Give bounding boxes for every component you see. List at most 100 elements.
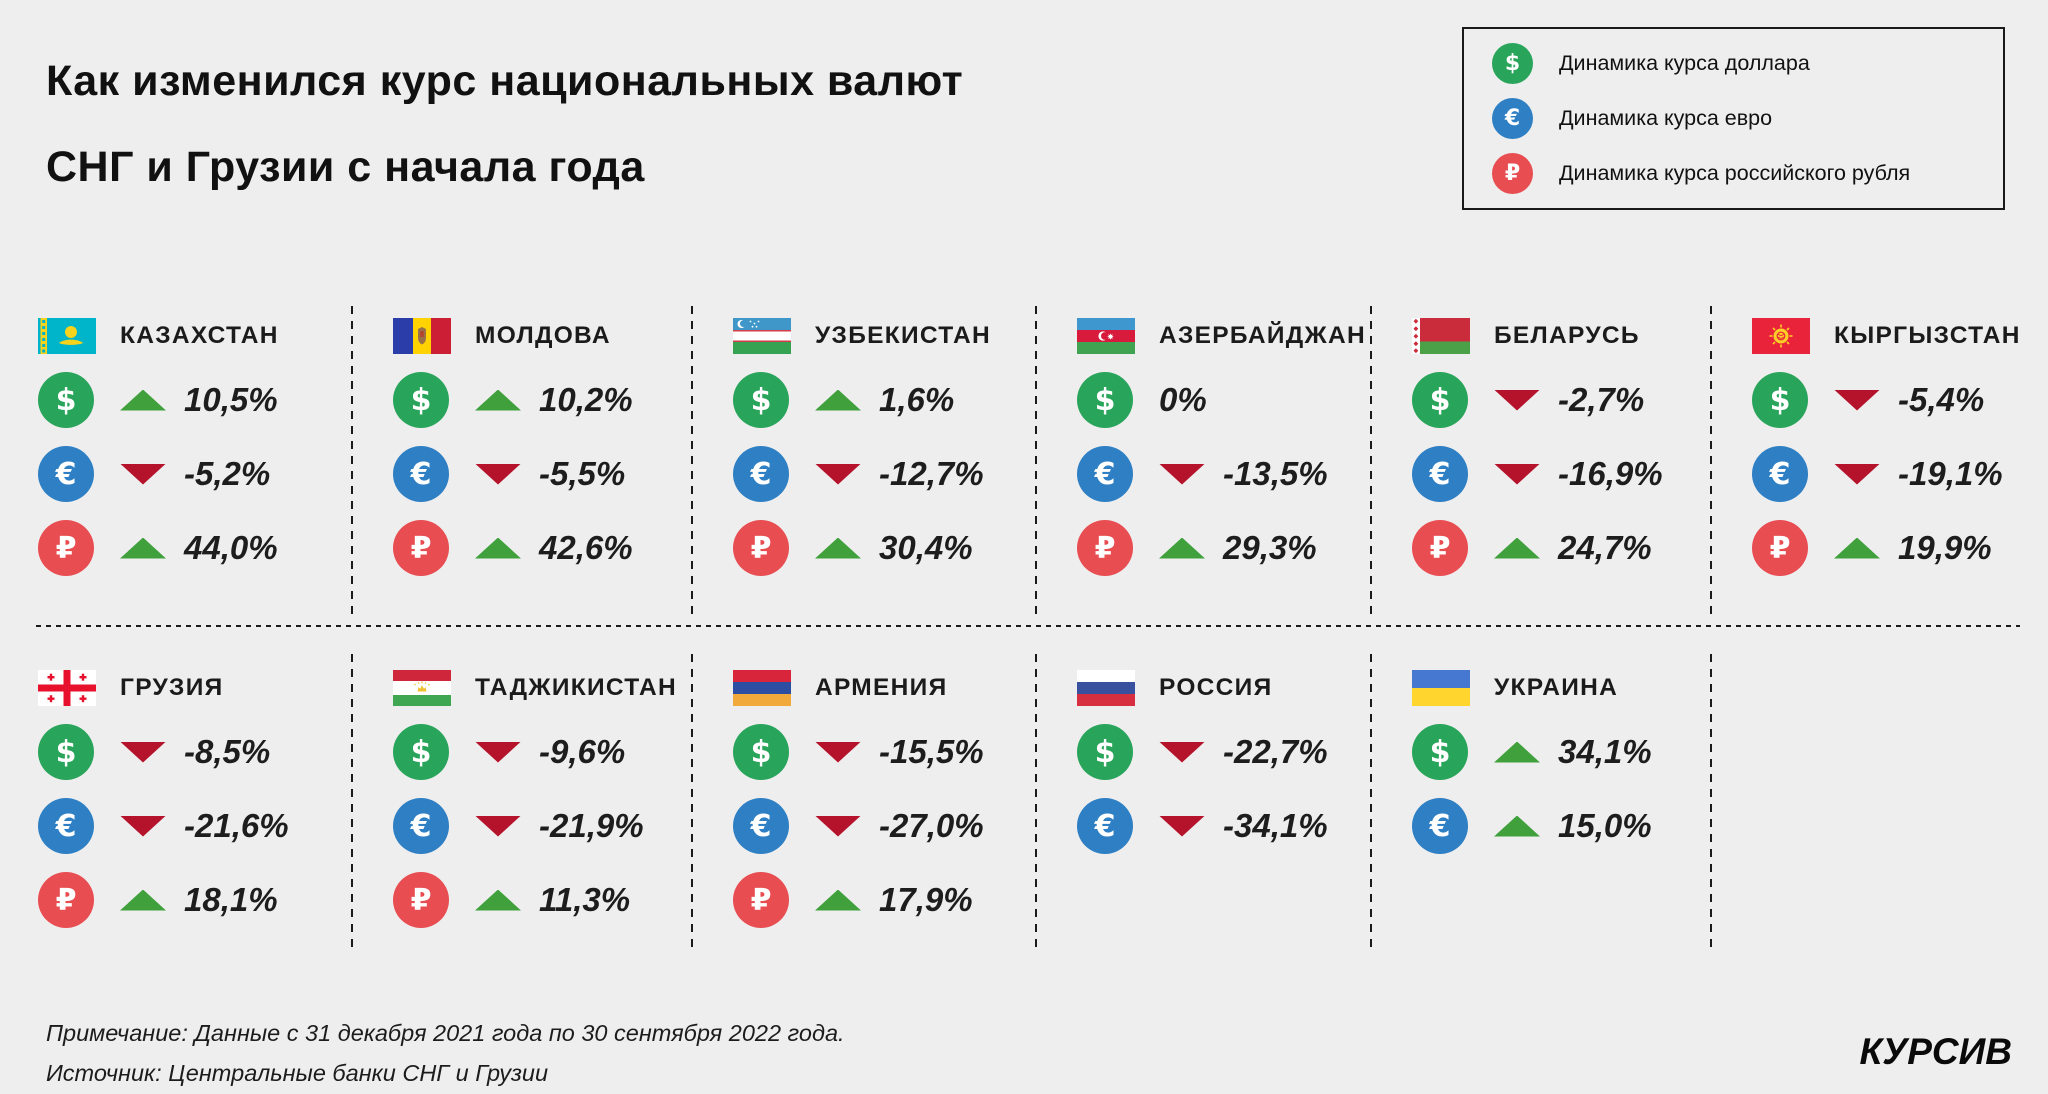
kazakhstan-flag-icon <box>38 318 96 354</box>
trend-down-icon <box>1834 389 1880 411</box>
country-name: АРМЕНИЯ <box>815 674 948 701</box>
trend-up-icon <box>475 537 521 559</box>
moldova-eur-rate-row: € -5,5% <box>393 446 693 502</box>
azerbaijan-rub-rate-row: ₽29,3% <box>1077 520 1372 576</box>
rate-value: 15,0% <box>1558 807 1652 844</box>
kursiv-logo: КУРСИВ <box>1859 1031 2012 1072</box>
trend-up-icon <box>815 537 861 559</box>
russia-flag-icon <box>1077 670 1135 706</box>
belarus-rub-rate-row: ₽24,7% <box>1412 520 1712 576</box>
rate-value: 11,3% <box>539 881 631 918</box>
rate-value: -12,7% <box>879 455 984 492</box>
trend-up-icon <box>815 889 861 911</box>
legend-box: $ Динамика курса доллара € Динамика курс… <box>1462 27 2005 210</box>
azerbaijan-flag-icon <box>1077 318 1135 354</box>
trend-down-icon <box>1494 389 1540 411</box>
uzbekistan-rub-rate-row: ₽30,4% <box>733 520 1037 576</box>
azerbaijan-eur-rate-row: € -13,5% <box>1077 446 1372 502</box>
trend-down-icon <box>475 463 521 485</box>
ukraine-usd-rate-row: $34,1% <box>1412 724 1712 780</box>
uzbekistan-flag-icon <box>733 318 791 354</box>
country-name: МОЛДОВА <box>475 322 611 349</box>
rate-value: 10,5% <box>184 381 278 418</box>
trend-up-icon <box>120 889 166 911</box>
rub-circle-icon: ₽ <box>733 872 789 928</box>
trend-up-icon <box>120 389 166 411</box>
armenia-flag-icon <box>733 670 791 706</box>
trend-down-icon <box>815 463 861 485</box>
rate-value: -2,7% <box>1558 381 1645 418</box>
rub-circle-icon: ₽ <box>393 872 449 928</box>
belarus-usd-rate-row: $ -2,7% <box>1412 372 1712 428</box>
legend-label-dollar: Динамика курса доллара <box>1559 51 1810 75</box>
usd-circle-icon: $ <box>1752 372 1808 428</box>
trend-down-icon <box>815 815 861 837</box>
legend-item-euro: € Динамика курса евро <box>1492 98 2003 139</box>
trend-down-icon <box>1159 463 1205 485</box>
kyrgyzstan-eur-rate-row: € -19,1% <box>1752 446 2048 502</box>
eur-circle-icon: € <box>1077 798 1133 854</box>
country-name: ТАДЖИКИСТАН <box>475 674 677 701</box>
country-name: РОССИЯ <box>1159 674 1273 701</box>
moldova-usd-rate-row: $10,2% <box>393 372 693 428</box>
title-line-1: Как изменился курс национальных валют <box>46 57 964 105</box>
country-header: РОССИЯ <box>1077 670 1372 706</box>
georgia-usd-rate-row: $ -8,5% <box>38 724 353 780</box>
country-name: АЗЕРБАЙДЖАН <box>1159 322 1366 349</box>
country-header: ТАДЖИКИСТАН <box>393 670 693 706</box>
rub-circle-icon: ₽ <box>1077 520 1133 576</box>
tajikistan-rub-rate-row: ₽11,3% <box>393 872 693 928</box>
rate-value: -13,5% <box>1223 455 1328 492</box>
rate-value: -8,5% <box>184 733 271 770</box>
trend-up-icon <box>1494 741 1540 763</box>
usd-circle-icon: $ <box>38 724 94 780</box>
belarus-eur-rate-row: € -16,9% <box>1412 446 1712 502</box>
usd-circle-icon: $ <box>733 372 789 428</box>
cards-row-2: ГРУЗИЯ $ -8,5% € -21,6% ₽18,1% ТАДЖИКИСТАН $ -9,… <box>0 646 2048 962</box>
country-card-armenia: АРМЕНИЯ $ -15,5% € -27,0% ₽17,9% <box>693 646 1037 962</box>
rate-value: -5,5% <box>539 455 626 492</box>
rate-value: -9,6% <box>539 733 626 770</box>
country-card-ukraine: УКРАИНА $34,1% €15,0% <box>1372 646 1712 962</box>
eur-circle-icon: € <box>1412 798 1468 854</box>
eur-circle-icon: € <box>38 446 94 502</box>
trend-down-icon <box>1834 463 1880 485</box>
kyrgyzstan-flag-icon <box>1752 318 1810 354</box>
country-header: АРМЕНИЯ <box>733 670 1037 706</box>
rate-value: -21,9% <box>539 807 644 844</box>
country-header: ГРУЗИЯ <box>38 670 353 706</box>
moldova-rub-rate-row: ₽42,6% <box>393 520 693 576</box>
trend-down-icon <box>1494 463 1540 485</box>
rate-value: -15,5% <box>879 733 984 770</box>
trend-up-icon <box>1159 537 1205 559</box>
rate-value: -16,9% <box>1558 455 1663 492</box>
rate-value: 42,6% <box>539 529 633 566</box>
rate-value: 10,2% <box>539 381 633 418</box>
russia-usd-rate-row: $ -22,7% <box>1077 724 1372 780</box>
legend-item-ruble: ₽ Динамика курса российского рубля <box>1492 153 2003 194</box>
trend-up-icon <box>475 389 521 411</box>
country-name: УЗБЕКИСТАН <box>815 322 991 349</box>
country-card-uzbekistan: УЗБЕКИСТАН $1,6% € -12,7% ₽30,4% <box>693 298 1037 625</box>
country-card-russia: РОССИЯ $ -22,7% € -34,1% <box>1037 646 1372 962</box>
usd-circle-icon: $ <box>1412 724 1468 780</box>
usd-circle-icon: $ <box>733 724 789 780</box>
note-text: Примечание: Данные с 31 декабря 2021 год… <box>46 1020 845 1046</box>
tajikistan-eur-rate-row: € -21,9% <box>393 798 693 854</box>
eur-circle-icon: € <box>38 798 94 854</box>
country-header: АЗЕРБАЙДЖАН <box>1077 318 1372 354</box>
euro-circle-icon: € <box>1492 98 1533 139</box>
empty-card-slot <box>1712 646 2048 962</box>
legend-label-ruble: Динамика курса российского рубля <box>1559 161 1911 185</box>
ukraine-eur-rate-row: €15,0% <box>1412 798 1712 854</box>
eur-circle-icon: € <box>1077 446 1133 502</box>
rate-value: 29,3% <box>1223 529 1317 566</box>
country-name: КЫРГЫЗСТАН <box>1834 322 2021 349</box>
rate-value: 0% <box>1159 381 1207 418</box>
georgia-eur-rate-row: € -21,6% <box>38 798 353 854</box>
rate-value: -21,6% <box>184 807 289 844</box>
source-text: Источник: Центральные банки СНГ и Грузии <box>46 1060 549 1086</box>
country-card-belarus: БЕЛАРУСЬ $ -2,7% € -16,9% ₽24,7% <box>1372 298 1712 625</box>
kazakhstan-usd-rate-row: $10,5% <box>38 372 353 428</box>
belarus-flag-icon <box>1412 318 1470 354</box>
